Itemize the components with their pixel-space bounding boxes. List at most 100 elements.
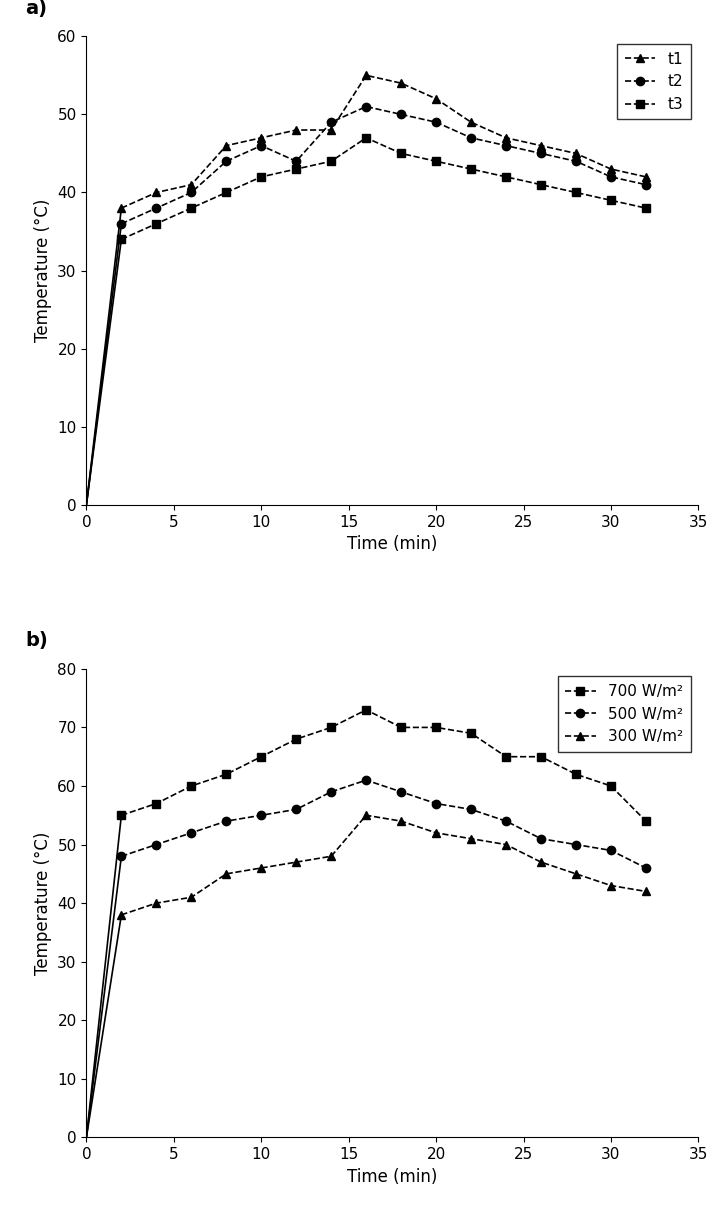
500 W/m²	[152, 837, 161, 852]
700 W/m²	[257, 749, 266, 764]
t3	[152, 217, 161, 231]
700 W/m²	[152, 796, 161, 811]
t1	[607, 162, 616, 177]
300 W/m²	[327, 849, 336, 864]
t3	[572, 185, 580, 200]
t2	[572, 154, 580, 168]
Y-axis label: Temperature (°C): Temperature (°C)	[34, 198, 52, 342]
500 W/m²	[397, 784, 405, 799]
Y-axis label: Temperature (°C): Temperature (°C)	[34, 831, 52, 975]
t2	[292, 154, 300, 168]
Line: t1: t1	[117, 71, 650, 212]
300 W/m²	[152, 895, 161, 910]
t1	[536, 138, 545, 152]
t1	[222, 138, 230, 152]
300 W/m²	[536, 854, 545, 869]
300 W/m²	[222, 866, 230, 881]
t3	[432, 154, 441, 168]
700 W/m²	[222, 767, 230, 782]
500 W/m²	[117, 849, 126, 864]
t2	[536, 146, 545, 161]
700 W/m²	[432, 720, 441, 734]
t1	[257, 131, 266, 145]
700 W/m²	[607, 779, 616, 794]
t2	[117, 217, 126, 231]
500 W/m²	[642, 860, 650, 875]
t2	[432, 115, 441, 129]
t1	[432, 92, 441, 106]
500 W/m²	[536, 831, 545, 846]
300 W/m²	[642, 885, 650, 899]
t3	[362, 131, 371, 145]
t3	[467, 162, 475, 177]
t1	[152, 185, 161, 200]
300 W/m²	[397, 814, 405, 829]
t3	[502, 169, 510, 184]
t2	[607, 169, 616, 184]
300 W/m²	[257, 860, 266, 875]
500 W/m²	[187, 825, 196, 840]
500 W/m²	[572, 837, 580, 852]
700 W/m²	[536, 749, 545, 764]
700 W/m²	[117, 808, 126, 823]
500 W/m²	[257, 808, 266, 823]
t3	[642, 201, 650, 215]
t1	[467, 115, 475, 129]
Text: a): a)	[25, 0, 48, 18]
Line: 700 W/m²: 700 W/m²	[117, 705, 650, 825]
t3	[607, 194, 616, 208]
300 W/m²	[467, 831, 475, 846]
500 W/m²	[432, 796, 441, 811]
700 W/m²	[467, 726, 475, 741]
t1	[117, 201, 126, 215]
t2	[187, 185, 196, 200]
t1	[502, 131, 510, 145]
700 W/m²	[187, 779, 196, 794]
t2	[502, 138, 510, 152]
700 W/m²	[397, 720, 405, 734]
t2	[642, 178, 650, 192]
700 W/m²	[327, 720, 336, 734]
t3	[117, 232, 126, 247]
t2	[327, 115, 336, 129]
700 W/m²	[362, 703, 371, 718]
300 W/m²	[607, 878, 616, 893]
Line: 500 W/m²: 500 W/m²	[117, 776, 650, 872]
t1	[572, 146, 580, 161]
300 W/m²	[292, 854, 300, 869]
t3	[292, 162, 300, 177]
300 W/m²	[117, 908, 126, 922]
t1	[327, 122, 336, 137]
500 W/m²	[222, 814, 230, 829]
t2	[257, 138, 266, 152]
500 W/m²	[467, 802, 475, 817]
500 W/m²	[292, 802, 300, 817]
300 W/m²	[432, 825, 441, 840]
500 W/m²	[607, 843, 616, 858]
t2	[397, 108, 405, 122]
500 W/m²	[327, 784, 336, 799]
300 W/m²	[362, 808, 371, 823]
t3	[536, 178, 545, 192]
t2	[152, 201, 161, 215]
X-axis label: Time (min): Time (min)	[347, 535, 438, 553]
t3	[397, 146, 405, 161]
t1	[292, 122, 300, 137]
t2	[362, 99, 371, 114]
Legend: 700 W/m², 500 W/m², 300 W/m²: 700 W/m², 500 W/m², 300 W/m²	[557, 676, 690, 753]
t3	[222, 185, 230, 200]
t2	[222, 154, 230, 168]
300 W/m²	[502, 837, 510, 852]
500 W/m²	[362, 773, 371, 788]
t3	[327, 154, 336, 168]
700 W/m²	[572, 767, 580, 782]
700 W/m²	[502, 749, 510, 764]
Legend: t1, t2, t3: t1, t2, t3	[617, 44, 690, 120]
300 W/m²	[187, 891, 196, 905]
700 W/m²	[292, 732, 300, 747]
500 W/m²	[502, 814, 510, 829]
t3	[257, 169, 266, 184]
Line: t3: t3	[117, 133, 650, 243]
Line: 300 W/m²: 300 W/m²	[117, 811, 650, 920]
700 W/m²	[642, 814, 650, 829]
